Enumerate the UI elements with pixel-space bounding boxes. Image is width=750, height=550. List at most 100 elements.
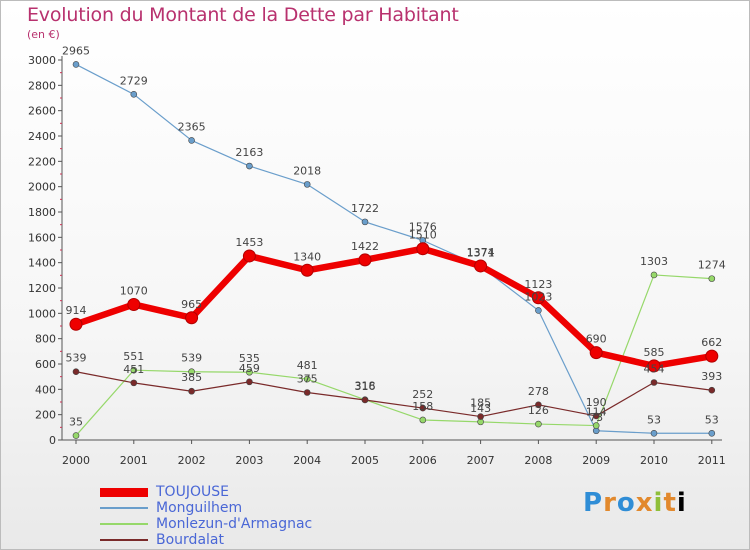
data-point [477, 413, 484, 420]
data-label: 2018 [293, 164, 321, 177]
data-point [188, 387, 195, 395]
data-label: 1274 [698, 259, 726, 272]
x-tick-label: 2004 [293, 454, 321, 467]
data-label: 454 [644, 362, 665, 375]
data-point [69, 317, 83, 331]
data-point [303, 375, 311, 383]
data-label: 1023 [524, 290, 552, 303]
chart-title: Evolution du Montant de la Dette par Hab… [27, 4, 459, 26]
y-tick-label: 1400 [28, 257, 56, 270]
data-label: 451 [123, 363, 144, 376]
x-tick-label: 2000 [62, 454, 90, 467]
series-line-1 [75, 63, 713, 434]
series-line-3 [75, 371, 713, 418]
data-label: 1453 [235, 236, 263, 249]
data-label: 481 [297, 359, 318, 372]
data-label: 1070 [120, 284, 148, 297]
data-point [708, 386, 716, 394]
legend-label: Monguilhem [156, 500, 243, 516]
data-point [361, 396, 369, 404]
data-point [535, 307, 542, 314]
data-point [72, 368, 80, 376]
data-point [246, 368, 253, 376]
data-label: 539 [181, 352, 202, 365]
data-point [130, 366, 138, 374]
legend-swatch [100, 523, 148, 525]
y-tick-label: 3000 [28, 54, 56, 67]
logo-letter: i [653, 488, 664, 518]
data-label: 318 [355, 380, 376, 393]
logo-letter: t [663, 488, 677, 518]
data-label: 535 [239, 352, 260, 365]
legend-swatch [100, 539, 148, 541]
data-label: 73 [589, 411, 603, 424]
data-point [246, 162, 253, 170]
y-tick-label: 1000 [28, 307, 56, 320]
data-label: 2365 [178, 120, 206, 133]
data-point [592, 412, 600, 420]
data-label: 459 [239, 362, 260, 375]
x-tick-label: 2007 [467, 454, 495, 467]
data-label: 143 [470, 402, 491, 415]
data-label: 1303 [640, 255, 668, 268]
data-point [535, 401, 542, 409]
data-label: 965 [181, 298, 202, 311]
y-tick-label: 2600 [28, 105, 56, 118]
data-label: 1371 [467, 246, 495, 259]
y-tick-label: 1200 [28, 282, 56, 295]
data-label: 551 [123, 350, 144, 363]
data-point [188, 137, 195, 144]
data-point [708, 275, 716, 282]
data-point [650, 271, 658, 279]
legend-label: TOUJOUSE [156, 484, 229, 500]
data-point [705, 349, 719, 363]
data-label: 1576 [409, 220, 437, 233]
data-label: 185 [470, 397, 491, 410]
data-point [130, 379, 138, 387]
y-tick-label: 200 [35, 409, 56, 422]
data-point [416, 242, 430, 256]
x-tick-label: 2005 [351, 454, 379, 467]
series-line-0 [72, 245, 716, 370]
data-label: 126 [528, 404, 549, 417]
y-tick-label: 400 [35, 383, 56, 396]
data-label: 585 [644, 346, 665, 359]
legend-label: Bourdalat [156, 532, 224, 548]
data-label: 2729 [120, 74, 148, 87]
data-label: 1722 [351, 202, 379, 215]
data-point [647, 359, 661, 373]
data-point [708, 429, 716, 437]
x-tick-label: 2010 [640, 454, 668, 467]
data-label: 539 [66, 352, 87, 365]
data-label: 662 [701, 336, 722, 349]
data-label: 278 [528, 385, 549, 398]
x-tick-label: 2009 [582, 454, 610, 467]
data-point [72, 61, 80, 68]
logo-letter: i [676, 488, 687, 518]
legend-swatch [100, 507, 148, 509]
data-label: 190 [586, 396, 607, 409]
data-label: 1340 [293, 250, 321, 263]
data-point [188, 368, 195, 376]
data-point [419, 416, 427, 424]
data-label: 158 [412, 400, 433, 413]
y-tick-label: 2000 [28, 181, 56, 194]
data-label: 53 [647, 413, 661, 426]
data-point [535, 420, 542, 428]
y-tick-label: 1600 [28, 231, 56, 244]
logo-letter: r [603, 488, 617, 518]
data-point [650, 429, 658, 437]
data-point [419, 404, 427, 412]
y-tick-label: 800 [35, 333, 56, 346]
y-tick-label: 600 [35, 358, 56, 371]
data-point [303, 389, 311, 396]
legend-label: Monlezun-d'Armagnac [156, 516, 313, 532]
x-tick-label: 2002 [178, 454, 206, 467]
y-tick-label: 2400 [28, 130, 56, 143]
data-point [242, 249, 256, 263]
x-tick-label: 2006 [409, 454, 437, 467]
data-label: 690 [586, 333, 607, 346]
data-point [72, 432, 80, 439]
data-label: 53 [705, 413, 719, 426]
